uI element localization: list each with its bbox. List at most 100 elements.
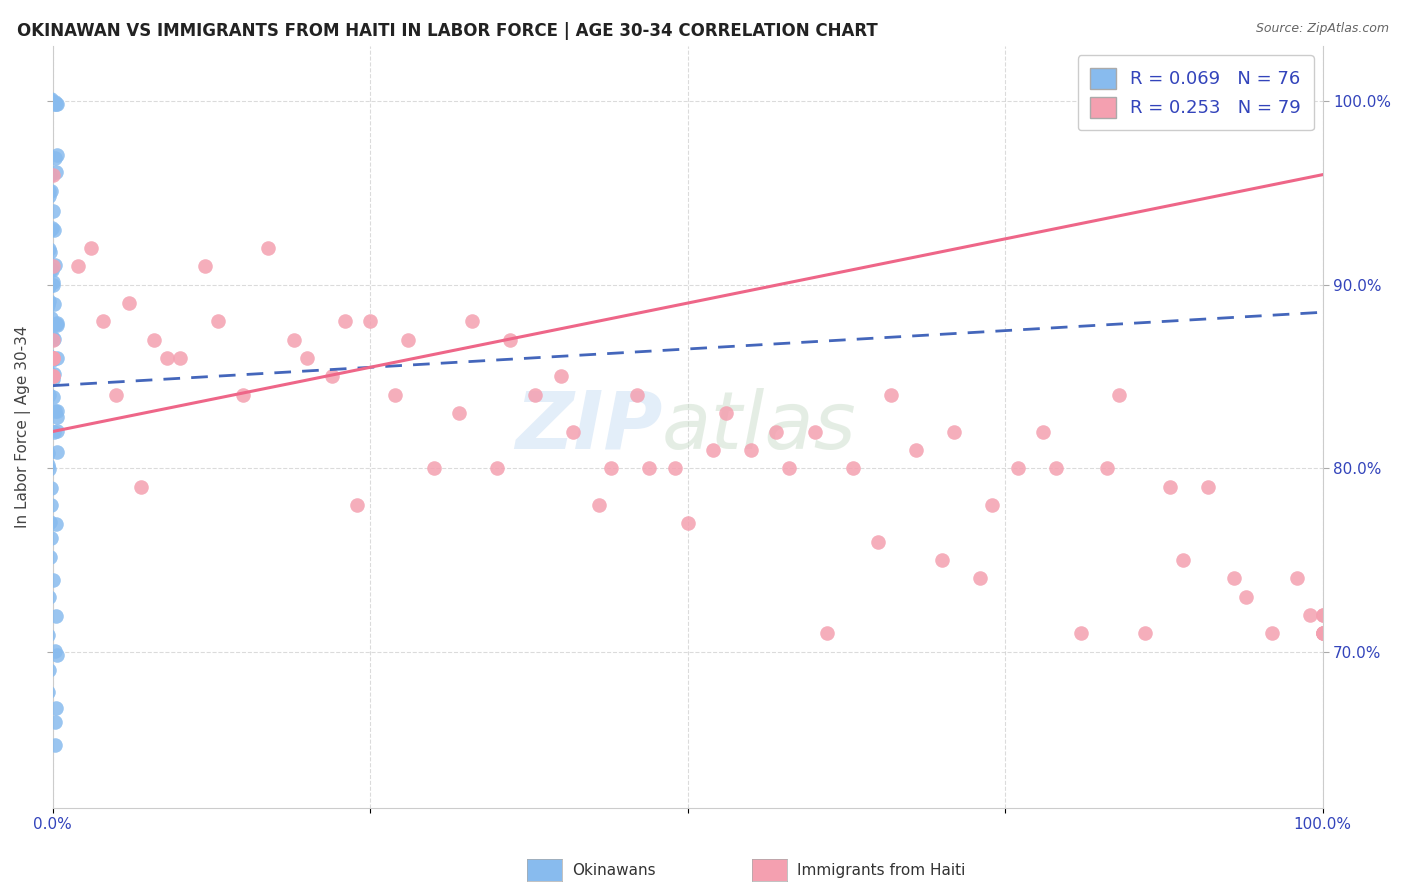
Point [232, 388, 254, 402]
Point [118, 296, 141, 310]
Point [38, 92, 60, 106]
Point [41, 498, 63, 512]
Point [39, 368, 62, 382]
Point [41, 168, 63, 182]
Text: Okinawans: Okinawans [572, 863, 655, 878]
Point [38, 349, 60, 363]
Point [37, 279, 59, 293]
Point [39, 311, 62, 326]
Point [981, 498, 1004, 512]
Point [39, 549, 62, 564]
Point [41, 351, 63, 366]
Point [45, 445, 67, 459]
Point [42, 390, 65, 404]
Point [39, 262, 62, 277]
Point [38, 189, 60, 203]
Point [969, 571, 991, 585]
Point [38, 294, 60, 309]
Point [499, 333, 522, 347]
Point [41, 369, 63, 384]
Point [346, 498, 368, 512]
Point [169, 351, 191, 366]
Point [46, 409, 69, 424]
Point [524, 388, 547, 402]
Point [46, 404, 69, 418]
Point [38, 168, 60, 182]
Point [131, 479, 153, 493]
Point [1312, 626, 1334, 640]
Point [1286, 571, 1309, 585]
Point [38, 185, 60, 199]
Point [44, 259, 66, 273]
Text: OKINAWAN VS IMMIGRANTS FROM HAITI IN LABOR FORCE | AGE 30-34 CORRELATION CHART: OKINAWAN VS IMMIGRANTS FROM HAITI IN LAB… [17, 22, 877, 40]
Point [45, 609, 67, 624]
Point [42, 372, 65, 386]
Point [45, 351, 67, 365]
Point [41, 330, 63, 344]
Point [44, 403, 66, 417]
Point [44, 739, 66, 753]
Point [38, 279, 60, 293]
Point [321, 369, 343, 384]
Point [37, 458, 59, 472]
Point [38, 590, 60, 604]
Point [714, 406, 737, 420]
Point [1312, 607, 1334, 622]
Point [41, 351, 63, 366]
Point [41, 263, 63, 277]
Point [1312, 626, 1334, 640]
Point [41, 369, 63, 384]
Point [1312, 626, 1334, 640]
Text: Source: ZipAtlas.com: Source: ZipAtlas.com [1256, 22, 1389, 36]
Point [1095, 461, 1118, 475]
Point [1007, 461, 1029, 475]
Point [1312, 626, 1334, 640]
Point [38, 462, 60, 476]
Point [46, 318, 69, 332]
Point [868, 534, 890, 549]
Point [1108, 388, 1130, 402]
Point [42, 425, 65, 439]
Point [550, 369, 572, 384]
Point [105, 388, 128, 402]
Point [1159, 479, 1181, 493]
Point [384, 388, 406, 402]
Point [42, 297, 65, 311]
Point [91, 314, 114, 328]
Point [39, 515, 62, 529]
Point [1299, 607, 1322, 622]
Point [156, 351, 179, 366]
Point [39, 92, 62, 106]
Point [1070, 626, 1092, 640]
Point [295, 351, 318, 366]
Point [803, 425, 825, 439]
Point [447, 406, 470, 420]
Point [740, 442, 762, 457]
Point [37, 330, 59, 344]
Point [39, 481, 62, 495]
Point [38, 94, 60, 108]
Point [44, 715, 66, 730]
Point [37, 684, 59, 698]
Point [1312, 607, 1334, 622]
Point [46, 648, 69, 662]
Point [41, 353, 63, 368]
Point [396, 333, 419, 347]
Point [676, 516, 699, 531]
Point [38, 663, 60, 677]
Point [359, 314, 381, 328]
Point [486, 461, 509, 475]
Point [46, 148, 69, 162]
Point [664, 461, 686, 475]
Point [42, 203, 65, 218]
Point [1045, 461, 1067, 475]
Point [37, 445, 59, 459]
Point [562, 425, 585, 439]
Point [931, 553, 953, 567]
Text: ZIP: ZIP [515, 388, 662, 466]
Point [46, 316, 69, 330]
Point [257, 241, 280, 255]
Point [45, 97, 67, 112]
Point [626, 388, 648, 402]
Point [1171, 553, 1194, 567]
